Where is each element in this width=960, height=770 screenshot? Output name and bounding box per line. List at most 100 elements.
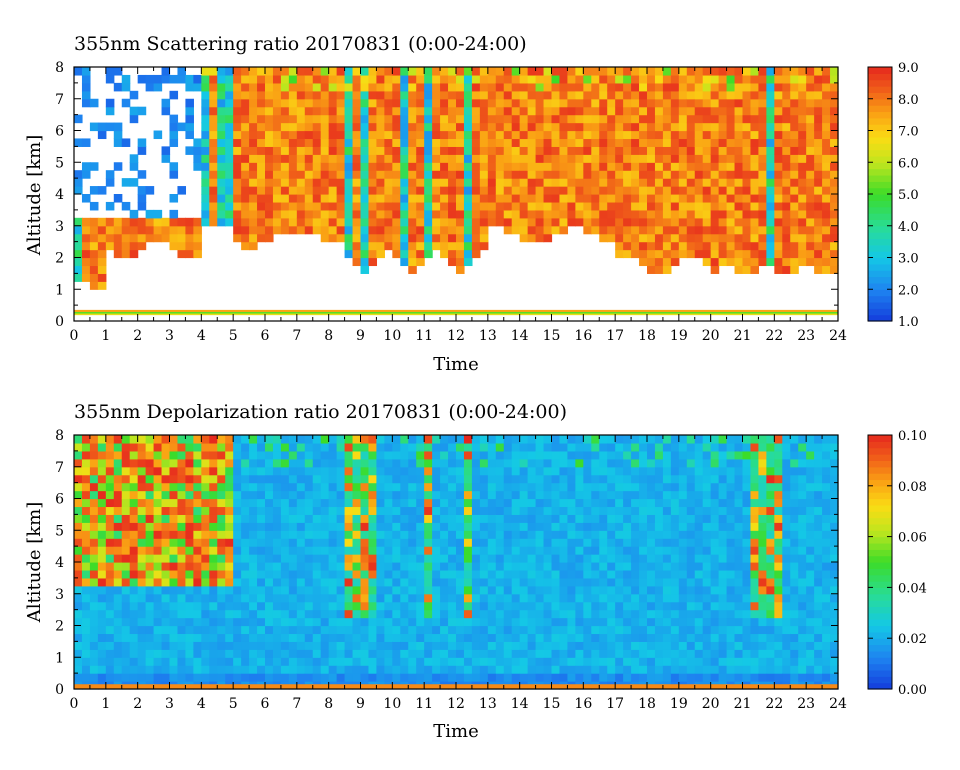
heatmap-cell <box>177 442 187 452</box>
heatmap-cell <box>790 138 799 147</box>
heatmap-cell <box>74 625 83 635</box>
heatmap-cell <box>567 170 576 179</box>
heatmap-cell <box>376 90 385 100</box>
heatmap-cell <box>384 673 393 682</box>
heatmap-cell <box>639 106 648 116</box>
heatmap-cell <box>225 450 234 460</box>
heatmap-cell <box>416 186 425 195</box>
heatmap-cell <box>320 146 330 155</box>
heatmap-cell <box>408 554 417 563</box>
heatmap-cell <box>169 649 179 658</box>
heatmap-cell <box>726 122 736 132</box>
heatmap-cell <box>360 530 370 539</box>
heatmap-cell <box>408 194 417 203</box>
heatmap-cell <box>678 122 688 132</box>
heatmap-cell <box>686 146 696 155</box>
heatmap-cell <box>647 257 656 267</box>
colorbar-segment <box>868 308 892 316</box>
heatmap-cell <box>384 442 393 452</box>
heatmap-cell <box>591 186 600 195</box>
heatmap-cell <box>352 490 362 500</box>
heatmap-cell <box>296 162 306 171</box>
heatmap-cell <box>257 482 266 492</box>
heatmap-cell <box>742 257 752 267</box>
heatmap-cell <box>400 450 409 460</box>
heatmap-cell <box>225 609 234 619</box>
heatmap-cell <box>591 98 600 108</box>
heatmap-cell <box>535 490 545 500</box>
heatmap-cell <box>432 90 441 100</box>
heatmap-cell <box>559 577 569 587</box>
heatmap-cell <box>639 554 648 563</box>
heatmap-cell <box>233 225 242 235</box>
heatmap-cell <box>463 514 473 523</box>
heatmap-cell <box>662 186 672 195</box>
heatmap-cell <box>527 98 537 108</box>
heatmap-cell <box>686 522 696 531</box>
heatmap-cell <box>320 554 330 563</box>
heatmap-cell <box>177 593 187 603</box>
heatmap-cell <box>806 122 815 132</box>
heatmap-cell <box>519 225 529 235</box>
heatmap-cell <box>726 554 736 563</box>
heatmap-cell <box>368 154 378 163</box>
heatmap-cell <box>424 466 433 476</box>
heatmap-cell <box>702 506 712 515</box>
heatmap-cell <box>702 162 712 171</box>
heatmap-cell <box>265 673 274 682</box>
heatmap-cell <box>567 138 576 147</box>
heatmap-cell <box>662 625 672 635</box>
heatmap-cell <box>352 601 362 611</box>
heatmap-cell <box>249 186 258 195</box>
heatmap-cell <box>352 665 362 674</box>
heatmap-cell <box>750 138 760 147</box>
heatmap-cell <box>352 641 362 650</box>
heatmap-cell <box>535 569 545 579</box>
heatmap-cell <box>209 442 218 452</box>
heatmap-cell <box>137 498 147 508</box>
surface-layer-band <box>74 309 838 312</box>
heatmap-cell <box>830 162 839 171</box>
heatmap-cell <box>265 490 274 500</box>
x-tick-label: 11 <box>415 328 433 344</box>
heatmap-cell <box>360 170 370 179</box>
heatmap-cell <box>662 498 672 508</box>
heatmap-cell <box>535 506 545 515</box>
heatmap-cell <box>257 562 266 571</box>
heatmap-cell <box>463 593 473 603</box>
heatmap-cell <box>734 546 744 555</box>
heatmap-cell <box>440 67 449 76</box>
heatmap-cell <box>209 435 218 444</box>
heatmap-cell <box>241 186 250 195</box>
heatmap-cell <box>551 625 561 635</box>
heatmap-cell <box>432 649 441 658</box>
heatmap-cell <box>551 106 561 116</box>
heatmap-cell <box>328 186 338 195</box>
heatmap-cell <box>280 474 290 484</box>
heatmap-cell <box>169 617 179 627</box>
heatmap-cell <box>511 522 521 531</box>
heatmap-cell <box>193 522 202 531</box>
heatmap-cell <box>639 162 648 171</box>
heatmap-cell <box>328 162 338 171</box>
heatmap-cell <box>591 474 600 484</box>
heatmap-cell <box>193 538 202 547</box>
heatmap-cell <box>686 130 696 140</box>
heatmap-cell <box>257 609 266 619</box>
heatmap-cell <box>137 554 147 563</box>
heatmap-cell <box>272 170 282 179</box>
heatmap-cell <box>790 217 799 227</box>
heatmap-cell <box>153 601 163 611</box>
heatmap-cell <box>631 114 640 124</box>
heatmap-cell <box>81 138 91 147</box>
heatmap-cell <box>440 209 449 219</box>
heatmap-cell <box>432 450 441 460</box>
heatmap-cell <box>384 209 393 219</box>
heatmap-cell <box>336 625 346 635</box>
heatmap-cell <box>328 146 338 155</box>
heatmap-cell <box>129 562 139 571</box>
heatmap-cell <box>312 633 322 642</box>
heatmap-cell <box>249 593 258 603</box>
heatmap-cell <box>575 98 584 108</box>
heatmap-cell <box>113 530 123 539</box>
